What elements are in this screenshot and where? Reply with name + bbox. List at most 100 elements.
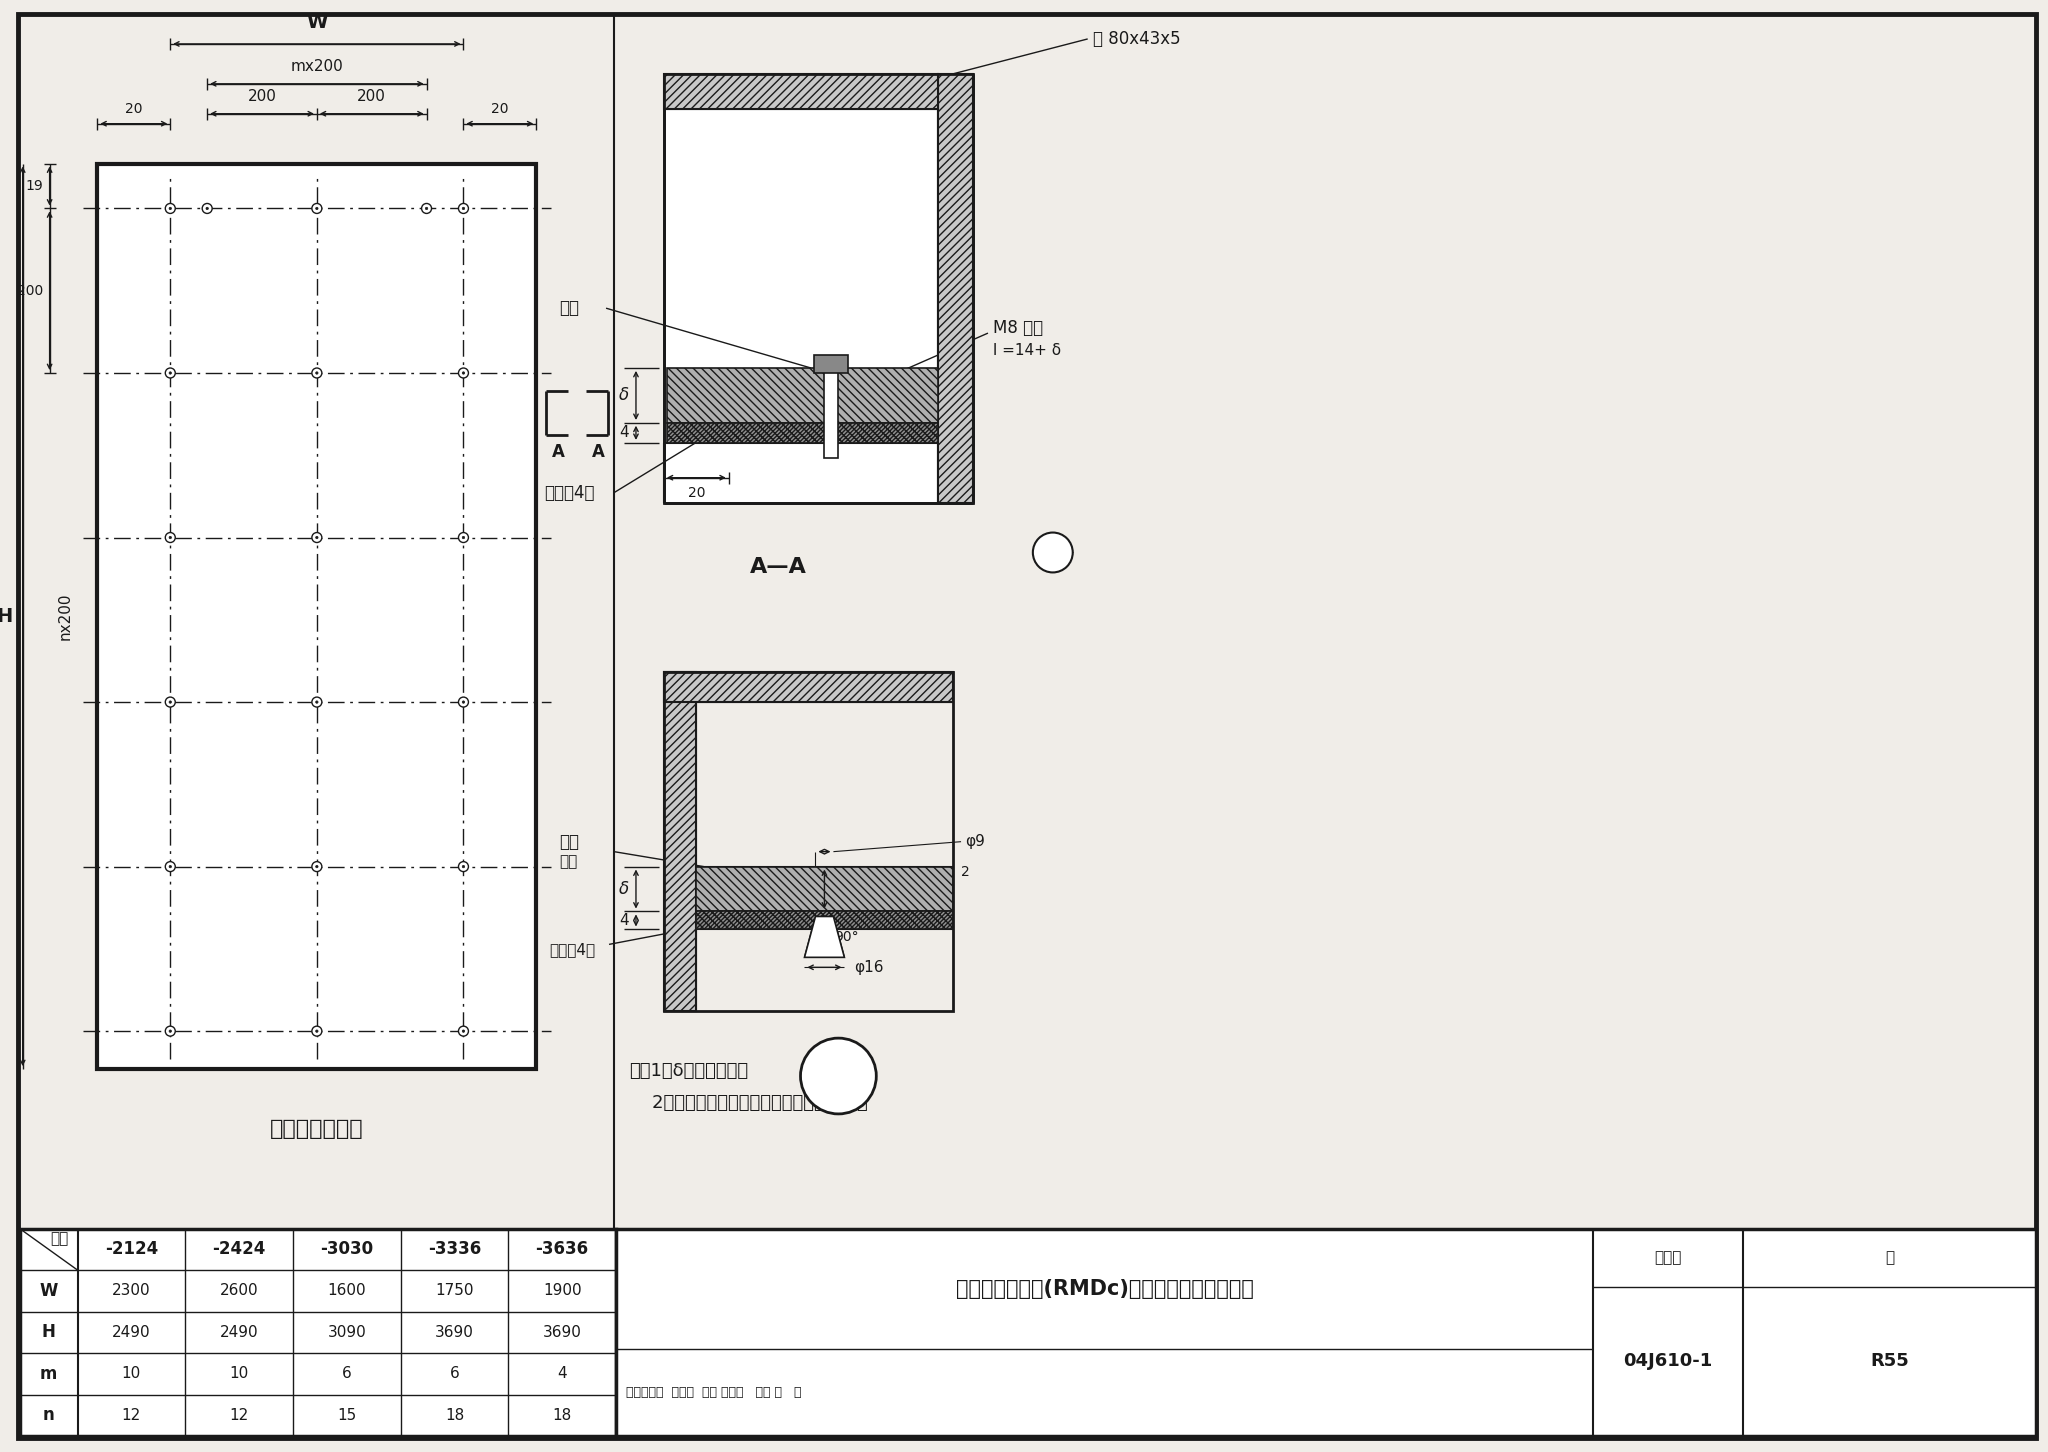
- Text: W: W: [39, 1282, 57, 1300]
- Bar: [664, 672, 952, 1011]
- Text: -2124: -2124: [104, 1240, 158, 1259]
- Circle shape: [170, 372, 172, 375]
- Bar: [938, 74, 973, 502]
- Text: φ16: φ16: [854, 960, 885, 974]
- Text: 12: 12: [229, 1408, 248, 1423]
- Text: 胶接: 胶接: [559, 854, 578, 870]
- Circle shape: [463, 701, 465, 703]
- Text: 门型: 门型: [49, 1231, 68, 1246]
- Text: l =14+ δ: l =14+ δ: [993, 343, 1061, 357]
- Text: 图集号: 图集号: [1655, 1250, 1681, 1265]
- Text: δ: δ: [618, 880, 629, 897]
- Circle shape: [166, 861, 176, 871]
- Text: 10: 10: [121, 1366, 141, 1381]
- Circle shape: [463, 536, 465, 539]
- Circle shape: [166, 203, 176, 213]
- Bar: [664, 672, 696, 1011]
- Bar: [696, 912, 952, 929]
- Circle shape: [315, 208, 317, 209]
- Bar: [616, 1228, 2036, 1436]
- Polygon shape: [805, 916, 844, 957]
- Circle shape: [166, 367, 176, 378]
- Circle shape: [315, 536, 317, 539]
- Circle shape: [311, 533, 322, 543]
- Text: 18: 18: [553, 1408, 571, 1423]
- Circle shape: [459, 203, 469, 213]
- Text: 1600: 1600: [328, 1284, 367, 1298]
- Circle shape: [170, 701, 172, 703]
- Text: 钉衆板4厚: 钉衆板4厚: [549, 942, 596, 957]
- Bar: [664, 672, 952, 703]
- Text: A—A: A—A: [750, 558, 807, 578]
- Text: 2、本门面板安装在门骨架不装阻偏轮一侧。: 2、本门面板安装在门骨架不装阻偏轮一侧。: [629, 1093, 868, 1112]
- Text: 衬鲁门面板立面: 衬鲁门面板立面: [270, 1119, 365, 1138]
- Circle shape: [311, 697, 322, 707]
- Bar: [98, 164, 537, 1069]
- Text: 3690: 3690: [543, 1324, 582, 1340]
- Bar: [664, 109, 938, 502]
- Bar: [815, 356, 848, 373]
- Bar: [823, 367, 838, 457]
- Circle shape: [1032, 533, 1073, 572]
- Text: 200: 200: [248, 89, 276, 103]
- Text: 审核王祖光  主中光  校对 李正图   设计 洪   森: 审核王祖光 主中光 校对 李正图 设计 洪 森: [627, 1387, 801, 1398]
- Circle shape: [463, 208, 465, 209]
- Bar: [20, 1228, 616, 1436]
- Circle shape: [311, 1027, 322, 1037]
- Circle shape: [170, 208, 172, 209]
- Text: 2300: 2300: [113, 1284, 152, 1298]
- Text: 1750: 1750: [436, 1284, 473, 1298]
- Text: 200: 200: [356, 89, 387, 103]
- Text: 页: 页: [1884, 1250, 1894, 1265]
- Text: H: H: [0, 607, 12, 626]
- Text: mx200: mx200: [291, 60, 344, 74]
- Bar: [664, 74, 938, 109]
- Circle shape: [315, 1029, 317, 1032]
- Circle shape: [459, 533, 469, 543]
- Text: 6: 6: [342, 1366, 352, 1381]
- Text: -2424: -2424: [213, 1240, 266, 1259]
- Circle shape: [422, 203, 432, 213]
- Text: 200: 200: [16, 283, 43, 298]
- Circle shape: [170, 536, 172, 539]
- Text: 20: 20: [492, 102, 508, 116]
- Circle shape: [459, 367, 469, 378]
- Circle shape: [801, 1038, 877, 1114]
- Circle shape: [315, 372, 317, 375]
- Text: M8 螺钉: M8 螺钉: [993, 319, 1042, 337]
- Text: 2490: 2490: [219, 1324, 258, 1340]
- Text: -3336: -3336: [428, 1240, 481, 1259]
- Text: nx200: nx200: [57, 592, 74, 640]
- Bar: [664, 672, 952, 1011]
- Text: 10: 10: [229, 1366, 248, 1381]
- Text: 4: 4: [618, 425, 629, 440]
- Text: A: A: [551, 443, 565, 460]
- Text: 3090: 3090: [328, 1324, 367, 1340]
- Circle shape: [170, 1029, 172, 1032]
- Text: 鲁板: 鲁板: [559, 832, 580, 851]
- Text: 鲁板: 鲁板: [559, 299, 580, 317]
- Bar: [664, 74, 973, 502]
- Text: 2: 2: [961, 864, 971, 878]
- Bar: [664, 74, 973, 502]
- Text: m: m: [39, 1365, 57, 1382]
- Circle shape: [463, 865, 465, 868]
- Text: 注：1、δ为鲁板厚度。: 注：1、δ为鲁板厚度。: [629, 1061, 748, 1080]
- Text: 〘 80x43x5: 〘 80x43x5: [1094, 30, 1180, 48]
- Text: R55: R55: [1870, 1352, 1909, 1371]
- Text: 4: 4: [557, 1366, 567, 1381]
- Circle shape: [459, 697, 469, 707]
- Text: 3690: 3690: [434, 1324, 473, 1340]
- Text: -3636: -3636: [537, 1240, 588, 1259]
- Text: 20: 20: [125, 102, 143, 116]
- Text: 04J610-1: 04J610-1: [1624, 1352, 1712, 1371]
- Text: 4: 4: [618, 913, 629, 928]
- Circle shape: [207, 208, 209, 209]
- Text: 6: 6: [451, 1366, 459, 1381]
- Circle shape: [203, 203, 213, 213]
- Circle shape: [459, 861, 469, 871]
- Circle shape: [166, 1027, 176, 1037]
- Text: 18: 18: [444, 1408, 465, 1423]
- Circle shape: [463, 372, 465, 375]
- Bar: [696, 867, 952, 912]
